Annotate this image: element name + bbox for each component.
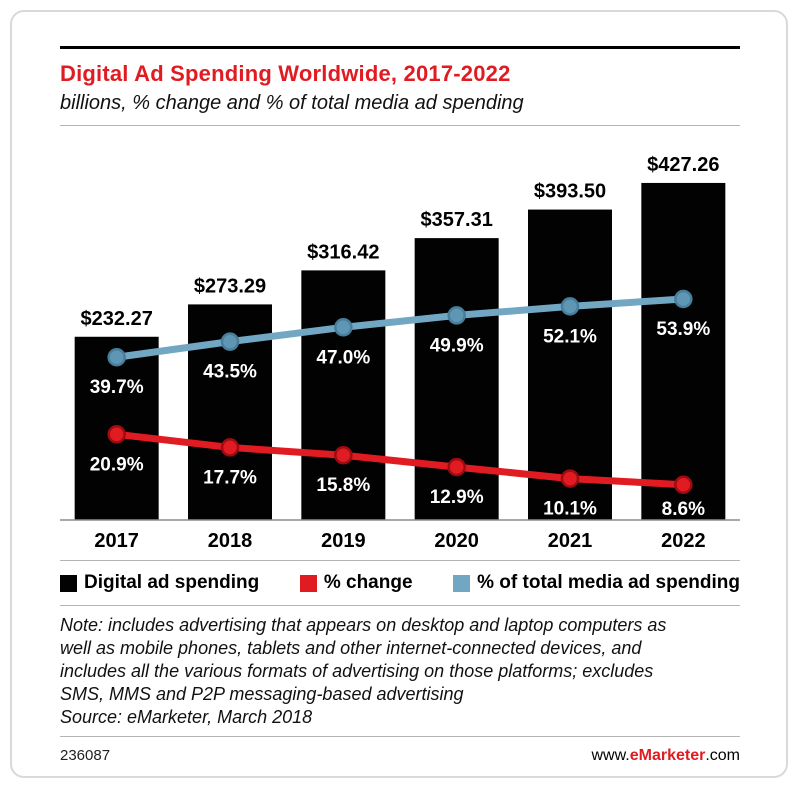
svg-text:$357.31: $357.31 — [421, 209, 493, 231]
chart-content: Digital Ad Spending Worldwide, 2017-2022… — [60, 46, 740, 774]
divider-below-legend — [60, 605, 740, 606]
site-prefix: www. — [591, 746, 630, 764]
site-suffix: .com — [705, 746, 740, 764]
svg-text:8.6%: 8.6% — [662, 499, 705, 520]
svg-text:$427.26: $427.26 — [647, 154, 719, 176]
legend-item-percent-of-total: % of total media ad spending — [453, 572, 740, 594]
svg-text:47.0%: 47.0% — [316, 347, 370, 368]
legend-swatch-blue-icon — [453, 574, 471, 592]
svg-text:$273.29: $273.29 — [194, 275, 266, 297]
source-text: Source: eMarketer, March 2018 — [60, 707, 313, 727]
legend-item-percent-change: % change — [299, 572, 413, 594]
svg-text:$393.50: $393.50 — [534, 181, 606, 203]
emarketer-site-link[interactable]: www.eMarketer.com — [591, 747, 740, 765]
footer: 236087 www.eMarketer.com — [60, 737, 740, 774]
legend-label-percent-change: % change — [323, 572, 413, 593]
svg-text:2020: 2020 — [434, 530, 479, 552]
legend-label-percent-of-total: % of total media ad spending — [477, 572, 740, 593]
svg-text:2017: 2017 — [94, 530, 138, 552]
svg-text:2018: 2018 — [208, 530, 253, 552]
svg-text:2021: 2021 — [548, 530, 593, 552]
svg-text:20.9%: 20.9% — [90, 454, 144, 475]
note-block: Note: includes advertising that appears … — [60, 606, 740, 736]
chart-legend: Digital ad spending % change % of total … — [60, 561, 740, 605]
legend-swatch-black-icon — [60, 574, 77, 592]
chart-id: 236087 — [60, 747, 111, 764]
svg-text:17.7%: 17.7% — [203, 467, 257, 488]
svg-text:2022: 2022 — [661, 530, 706, 552]
svg-text:39.7%: 39.7% — [90, 377, 144, 398]
emarketer-chart-card: Digital Ad Spending Worldwide, 2017-2022… — [10, 10, 788, 778]
svg-text:$232.27: $232.27 — [81, 308, 153, 330]
divider-top — [60, 125, 740, 126]
svg-text:43.5%: 43.5% — [203, 362, 257, 383]
svg-text:2019: 2019 — [321, 530, 366, 552]
legend-label-digital-ad-spending: Digital ad spending — [84, 572, 260, 593]
svg-text:53.9%: 53.9% — [656, 319, 710, 340]
chart-area: $232.27 $273.29 $316.42 $357.31 $393.50 $427.… — [60, 126, 740, 560]
svg-text:$316.42: $316.42 — [307, 241, 379, 263]
site-brand: eMarketer — [629, 746, 706, 764]
svg-text:10.1%: 10.1% — [543, 499, 597, 520]
title-rule — [60, 46, 740, 49]
svg-text:52.1%: 52.1% — [543, 326, 597, 347]
svg-text:49.9%: 49.9% — [430, 335, 484, 356]
svg-text:12.9%: 12.9% — [430, 487, 484, 508]
legend-item-digital-ad-spending: Digital ad spending — [60, 572, 259, 594]
divider-above-legend — [60, 560, 740, 561]
chart-title: Digital Ad Spending Worldwide, 2017-2022 — [60, 61, 511, 86]
svg-text:15.8%: 15.8% — [316, 475, 370, 496]
note-text: Note: includes advertising that appears … — [60, 615, 667, 704]
chart-plot: $232.27 $273.29 $316.42 $357.31 $393.50 $427.… — [60, 154, 740, 552]
legend-swatch-red-icon — [299, 574, 317, 592]
divider-above-footer — [60, 736, 740, 737]
chart-subtitle: billions, % change and % of total media … — [60, 92, 524, 114]
